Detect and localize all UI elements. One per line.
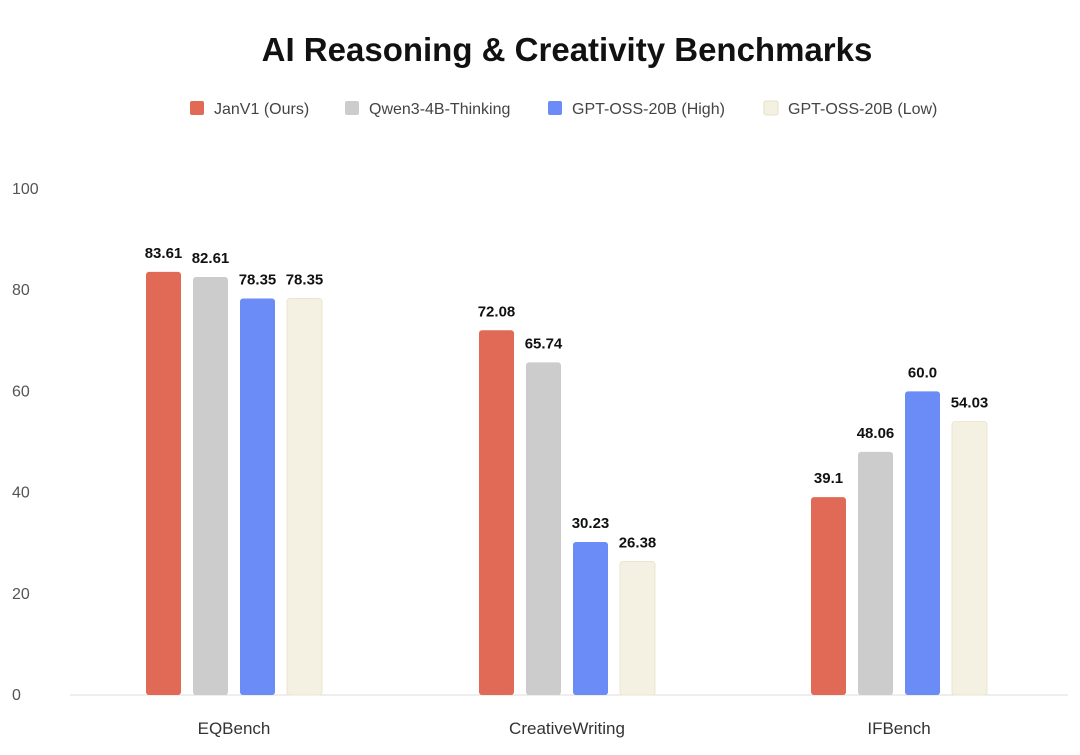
chart-title: AI Reasoning & Creativity Benchmarks (262, 31, 873, 68)
value-label: 83.61 (145, 245, 183, 262)
y-tick-label: 0 (12, 687, 21, 704)
bar-CreativeWriting-3 (619, 561, 656, 696)
value-label: 78.35 (239, 272, 277, 289)
bar-CreativeWriting-2 (573, 542, 608, 695)
bar-EQBench-2 (240, 298, 275, 695)
bar-EQBench-3 (286, 298, 323, 696)
legend-label-1: Qwen3-4B-Thinking (369, 101, 510, 118)
x-category-label: CreativeWriting (509, 719, 625, 738)
bar-EQBench-1 (193, 276, 228, 695)
bars (146, 271, 988, 696)
y-tick-label: 20 (12, 586, 30, 603)
y-tick-label: 60 (12, 383, 30, 400)
value-label: 65.74 (525, 335, 563, 352)
value-label: 26.38 (619, 535, 657, 552)
value-label: 30.23 (572, 515, 610, 532)
value-label: 54.03 (951, 395, 989, 412)
bar-IFBench-0 (811, 497, 846, 695)
x-category-label: IFBench (867, 719, 930, 738)
legend-swatch-1 (345, 101, 359, 115)
value-label: 78.35 (286, 272, 324, 289)
bar-CreativeWriting-1 (526, 362, 561, 695)
legend-label-2: GPT-OSS-20B (High) (572, 101, 725, 118)
legend-label-3: GPT-OSS-20B (Low) (788, 101, 937, 118)
value-label: 48.06 (857, 425, 895, 442)
y-tick-label: 80 (12, 282, 30, 299)
y-tick-label: 100 (12, 181, 39, 198)
value-label: 60.0 (908, 364, 937, 381)
value-labels: 83.61 82.61 78.35 78.35 72.08 65.74 30.23 26.38… (145, 245, 989, 552)
x-category-label: EQBench (198, 719, 271, 738)
legend-swatch-2 (548, 101, 562, 115)
bar-EQBench-0 (146, 271, 181, 695)
bar-IFBench-1 (858, 451, 893, 695)
legend-swatch-0 (190, 101, 204, 115)
bar-IFBench-3 (951, 421, 988, 696)
legend-swatch-3 (763, 100, 779, 116)
value-label: 39.1 (814, 470, 843, 487)
bar-IFBench-2 (905, 391, 940, 695)
y-tick-label: 40 (12, 485, 30, 502)
value-label: 82.61 (192, 250, 230, 267)
y-axis: 0 20 40 60 80 100 (12, 181, 39, 704)
value-label: 72.08 (478, 303, 516, 320)
x-axis: EQBench CreativeWriting IFBench (198, 719, 931, 738)
legend: JanV1 (Ours) Qwen3-4B-Thinking GPT-OSS-20B… (190, 100, 937, 118)
bar-CreativeWriting-0 (479, 330, 514, 695)
legend-label-0: JanV1 (Ours) (214, 101, 309, 118)
